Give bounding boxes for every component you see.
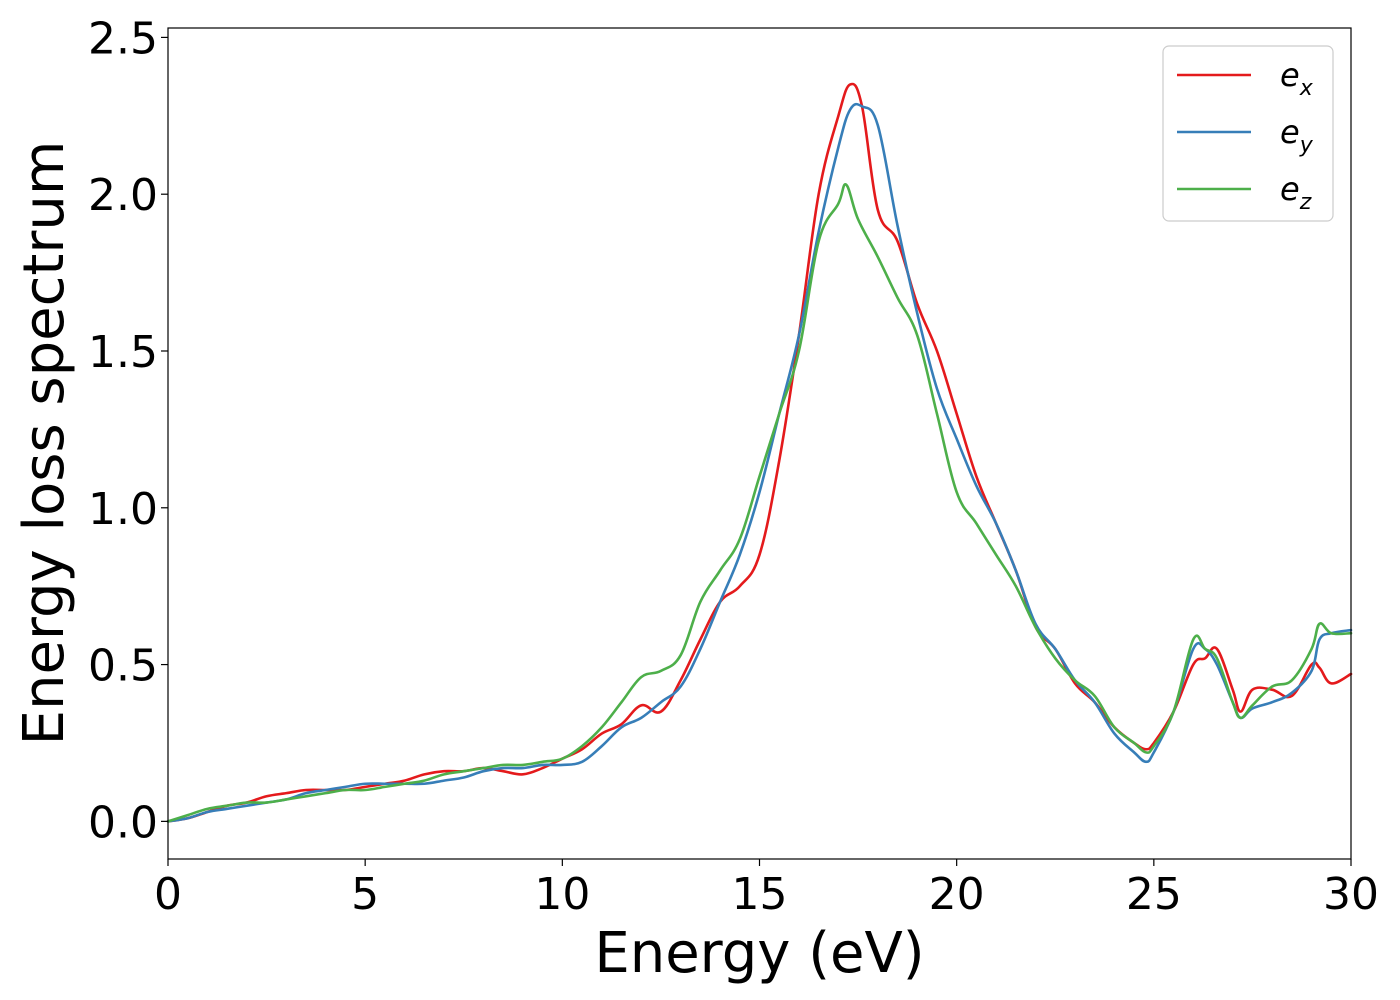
series-line-z: [166, 183, 1353, 823]
legend-items: ex ey ez: [1177, 56, 1314, 215]
y-tick-label: 2.0: [88, 170, 158, 221]
y-tick-label: 1.5: [88, 327, 158, 378]
plot-area: [168, 28, 1351, 859]
legend-label-z: ez: [1280, 170, 1312, 215]
legend: ex ey ez: [1162, 45, 1334, 222]
x-tick-label: 25: [1126, 869, 1182, 920]
x-tick-label: 20: [929, 869, 985, 920]
x-tick-label: 10: [534, 869, 590, 920]
legend-label-x: ex: [1280, 56, 1314, 101]
legend-box: [1162, 45, 1334, 222]
y-axis-title: Energy loss spectrum: [12, 141, 77, 746]
x-axis-title: Energy (eV): [594, 921, 924, 986]
x-tick-label: 0: [154, 869, 182, 920]
legend-label-y: ey: [1280, 113, 1314, 158]
x-ticks: 0 5 10 15 20 25 30: [154, 859, 1379, 920]
series-layer: [166, 82, 1353, 823]
x-tick-label: 15: [732, 869, 788, 920]
x-tick-label: 30: [1323, 869, 1379, 920]
y-tick-label: 1.0: [88, 484, 158, 535]
y-tick-label: 0.0: [88, 797, 158, 848]
y-tick-label: 2.5: [88, 13, 158, 64]
y-ticks: 0.0 0.5 1.0 1.5 2.0 2.5: [88, 13, 168, 848]
y-tick-label: 0.5: [88, 641, 158, 692]
x-tick-label: 5: [351, 869, 379, 920]
series-line-y: [166, 102, 1353, 823]
